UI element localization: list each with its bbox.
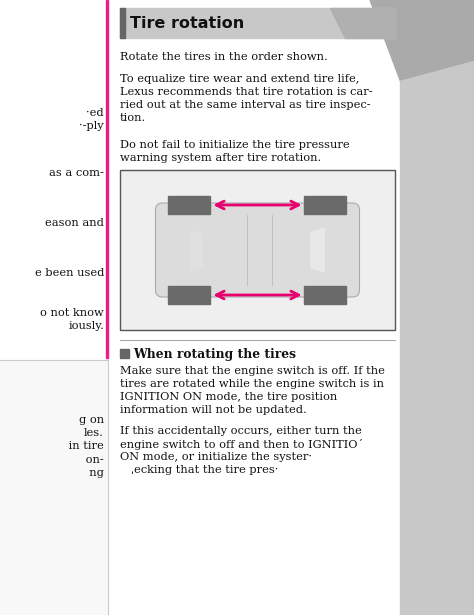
Bar (168, 286, 210, 304)
Text: Rotate the tires in the order shown.: Rotate the tires in the order shown. (120, 52, 328, 62)
Text: ˌecking that the tire pres·: ˌecking that the tire pres· (120, 465, 278, 475)
Text: tires are rotated while the engine switch is in: tires are rotated while the engine switc… (120, 379, 384, 389)
Bar (120, 8, 395, 38)
Text: information will not be updated.: information will not be updated. (120, 405, 307, 415)
Text: tion.: tion. (120, 113, 146, 123)
Bar (304, 196, 346, 214)
Polygon shape (330, 8, 395, 38)
Text: Do not fail to initialize the tire pressure: Do not fail to initialize the tire press… (120, 140, 350, 150)
Text: When rotating the tires: When rotating the tires (133, 348, 296, 361)
Text: e been used: e been used (35, 268, 104, 278)
Text: Lexus recommends that tire rotation is car-: Lexus recommends that tire rotation is c… (120, 87, 373, 97)
Bar (120, 8, 125, 38)
Text: engine switch to off and then to IGNITIO´: engine switch to off and then to IGNITIO… (120, 439, 363, 450)
Text: as a com-: as a com- (49, 168, 104, 178)
FancyBboxPatch shape (155, 203, 359, 297)
Bar (0, 360, 108, 615)
Text: If this accidentally occurs, either turn the: If this accidentally occurs, either turn… (120, 426, 362, 436)
Text: ·ed
·-ply: ·ed ·-ply (79, 108, 104, 131)
Text: Make sure that the engine switch is off. If the: Make sure that the engine switch is off.… (120, 366, 385, 376)
Bar (120, 170, 395, 330)
Bar (0, 0, 108, 615)
Text: Tire rotation: Tire rotation (130, 15, 244, 31)
Polygon shape (310, 228, 325, 272)
Text: eason and: eason and (45, 218, 104, 228)
Bar (168, 196, 210, 214)
Text: o not know
iously.: o not know iously. (40, 308, 104, 331)
Bar (304, 286, 346, 304)
Text: IGNITION ON mode, the tire position: IGNITION ON mode, the tire position (120, 392, 337, 402)
Text: g on
les.
 in tire
 on-
  ng: g on les. in tire on- ng (65, 415, 104, 478)
Text: ried out at the same interval as tire inspec-: ried out at the same interval as tire in… (120, 100, 371, 110)
Bar (120, 349, 129, 358)
Text: To equalize tire wear and extend tire life,: To equalize tire wear and extend tire li… (120, 74, 359, 84)
Bar (400, 0, 474, 615)
Bar (106, 0, 109, 358)
Text: warning system after tire rotation.: warning system after tire rotation. (120, 153, 321, 163)
Polygon shape (370, 0, 474, 80)
Polygon shape (191, 230, 202, 270)
Text: ON mode, or initialize the syster·: ON mode, or initialize the syster· (120, 452, 312, 462)
